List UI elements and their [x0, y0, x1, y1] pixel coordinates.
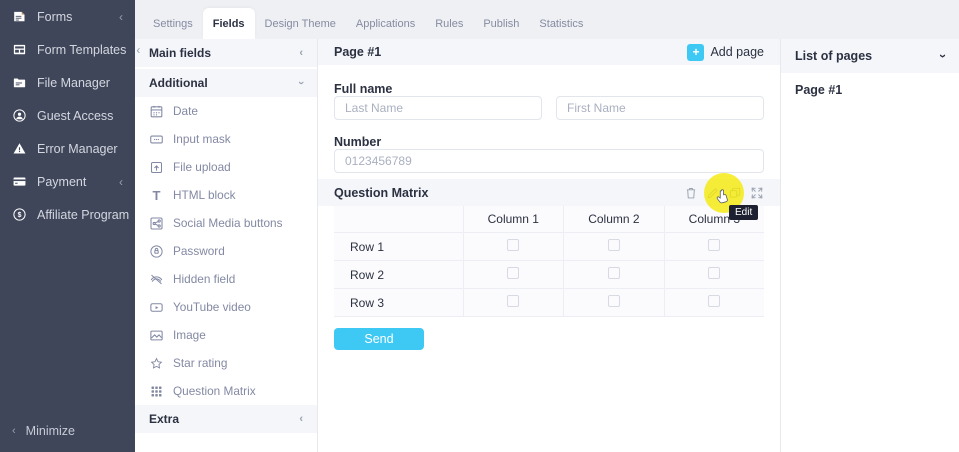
- svg-text:$: $: [18, 212, 22, 219]
